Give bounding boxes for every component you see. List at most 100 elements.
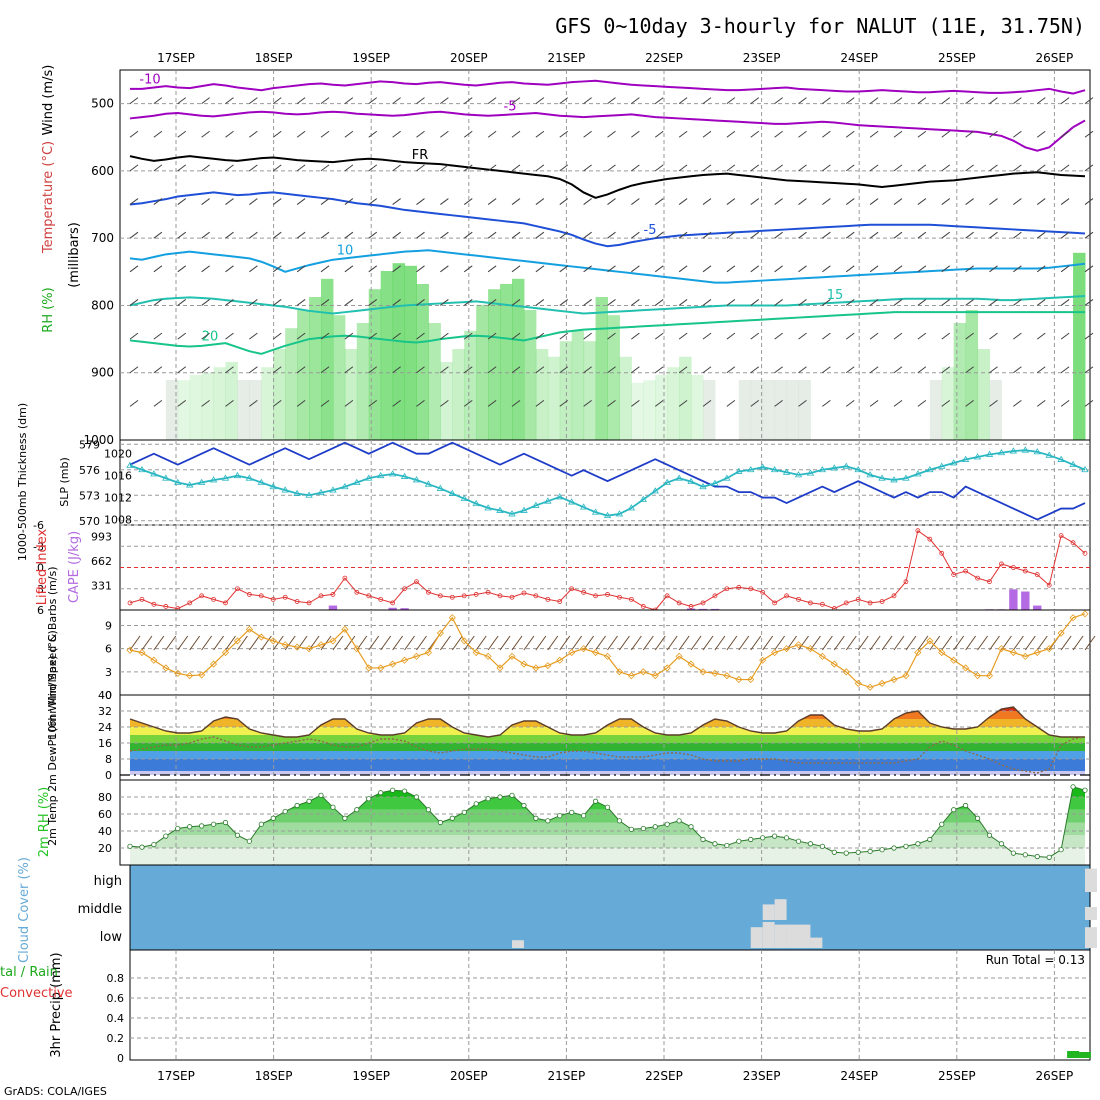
sounding-barb — [129, 198, 139, 205]
wind10m-point — [233, 637, 242, 645]
date-label-bottom-0: 17SEP — [157, 1069, 195, 1083]
thickness-point — [138, 465, 146, 473]
rh2m-panel: 20 40 60 80 2m RH (%) — [37, 779, 1091, 866]
sounding-barb — [368, 198, 378, 205]
sounding-barb — [869, 265, 879, 273]
sounding-rh-cell-36 — [559, 341, 573, 440]
cloud-blocks — [512, 868, 1097, 948]
sounding-barb — [726, 130, 736, 138]
sounding-rh-cell-25 — [428, 323, 441, 440]
wind10m-point — [771, 648, 779, 657]
lifted-index-point — [187, 600, 193, 606]
sounding-barb — [535, 231, 545, 239]
slp-left-tick-3: 579 — [79, 438, 100, 451]
sounding-barb — [798, 164, 807, 172]
rh2m-point — [748, 836, 754, 843]
sounding-barb — [654, 164, 664, 172]
sounding-barb — [487, 198, 497, 205]
sounding-barb — [1013, 198, 1022, 205]
wind10m-point — [711, 669, 719, 677]
chart-title: GFS 0~10day 3-hourly for NALUT (11E, 31.… — [555, 14, 1085, 38]
sounding-barb — [607, 265, 616, 273]
sounding-barb — [535, 265, 545, 273]
thickness-point — [150, 470, 158, 477]
slp-right-tick-1: 1012 — [104, 492, 132, 505]
sounding-barb — [368, 231, 378, 239]
sounding-barb — [822, 231, 831, 239]
sounding-barb — [607, 198, 616, 205]
lifted-index-point — [867, 600, 873, 606]
li-tick-3: -3 — [33, 540, 44, 553]
sounding-barb — [607, 231, 616, 239]
thickness-point — [460, 494, 468, 502]
wind10m-point — [675, 652, 683, 660]
wind10m-point — [544, 662, 552, 670]
lifted-index-point — [521, 590, 527, 596]
sounding-barb — [822, 164, 831, 172]
sounding-barb — [654, 299, 664, 306]
thickness-point — [579, 503, 588, 510]
sounding-barb — [511, 164, 521, 172]
lifted-index-point — [485, 589, 491, 595]
sounding-barb — [559, 164, 569, 172]
wind10m-point — [866, 683, 874, 691]
sounding-barb — [201, 265, 210, 273]
sounding-barb — [917, 366, 927, 374]
thickness-point — [209, 476, 218, 483]
sounding-barb — [368, 97, 378, 105]
thickness-point — [1033, 448, 1041, 455]
sounding-barb — [153, 332, 163, 340]
wind10m-barb — [821, 635, 833, 651]
temp2m-lines — [129, 706, 1086, 774]
sounding-barb — [941, 231, 951, 239]
sounding-barb — [1084, 130, 1094, 138]
sounding-barb — [201, 164, 210, 172]
sounding-rh-cell-13 — [285, 328, 298, 440]
wind10m-barb — [451, 635, 463, 651]
wind10m-point — [532, 664, 540, 672]
cape-bar-48 — [698, 608, 708, 610]
sounding-barb — [153, 164, 163, 172]
wind10m-barb — [1060, 635, 1072, 651]
sounding-rh-cell-67 — [929, 380, 943, 440]
wind10m-barb — [857, 635, 869, 651]
sounding-rh-cell-19 — [356, 323, 370, 440]
lifted-index-point — [1022, 568, 1028, 574]
sounding-barb — [201, 366, 210, 374]
wind10m-point — [305, 645, 313, 653]
isotherm-line-3 — [129, 191, 1086, 248]
rh2m-point — [592, 798, 599, 804]
sounding-barb — [535, 97, 545, 105]
lifted-index-point — [127, 600, 133, 606]
sounding-barb — [535, 130, 545, 138]
thickness-point — [1045, 451, 1053, 458]
sounding-ylabel-sub: (millibars) — [67, 222, 82, 288]
lifted-index-point — [987, 579, 992, 585]
temp2m-tick-16: 16 — [98, 737, 112, 750]
wind10m-barb — [571, 635, 583, 651]
rh2m-point — [855, 849, 861, 855]
cloud-block-13 — [1085, 868, 1097, 892]
isotherm-label-5: 15 — [827, 288, 844, 303]
sounding-y-ticks: 500 600 700 800 900 1000 — [83, 97, 114, 447]
wind10m-panel: 0 3 6 9 10m Wind Speed & Barbs (m/s) — [46, 566, 1096, 740]
sounding-barb — [1084, 265, 1094, 273]
rh2m-point — [903, 843, 909, 849]
sounding-barb — [702, 164, 712, 172]
sounding-barb — [177, 332, 187, 340]
sounding-barb — [726, 399, 736, 407]
sounding-barb — [869, 299, 879, 306]
sounding-barb — [893, 399, 903, 407]
sounding-barb — [989, 164, 998, 172]
precip-grid — [130, 950, 1090, 1060]
rh2m-point — [1058, 847, 1064, 853]
sounding-barb — [798, 265, 807, 273]
cape-bar-47 — [686, 608, 696, 610]
sounding-rh-cell-72 — [989, 380, 1002, 440]
wind10m-point — [174, 669, 182, 677]
temp2m-grid — [120, 695, 1090, 780]
sounding-barb — [893, 130, 903, 138]
thickness-point — [770, 465, 779, 473]
thickness-point — [758, 463, 767, 470]
sounding-barb — [631, 332, 640, 340]
